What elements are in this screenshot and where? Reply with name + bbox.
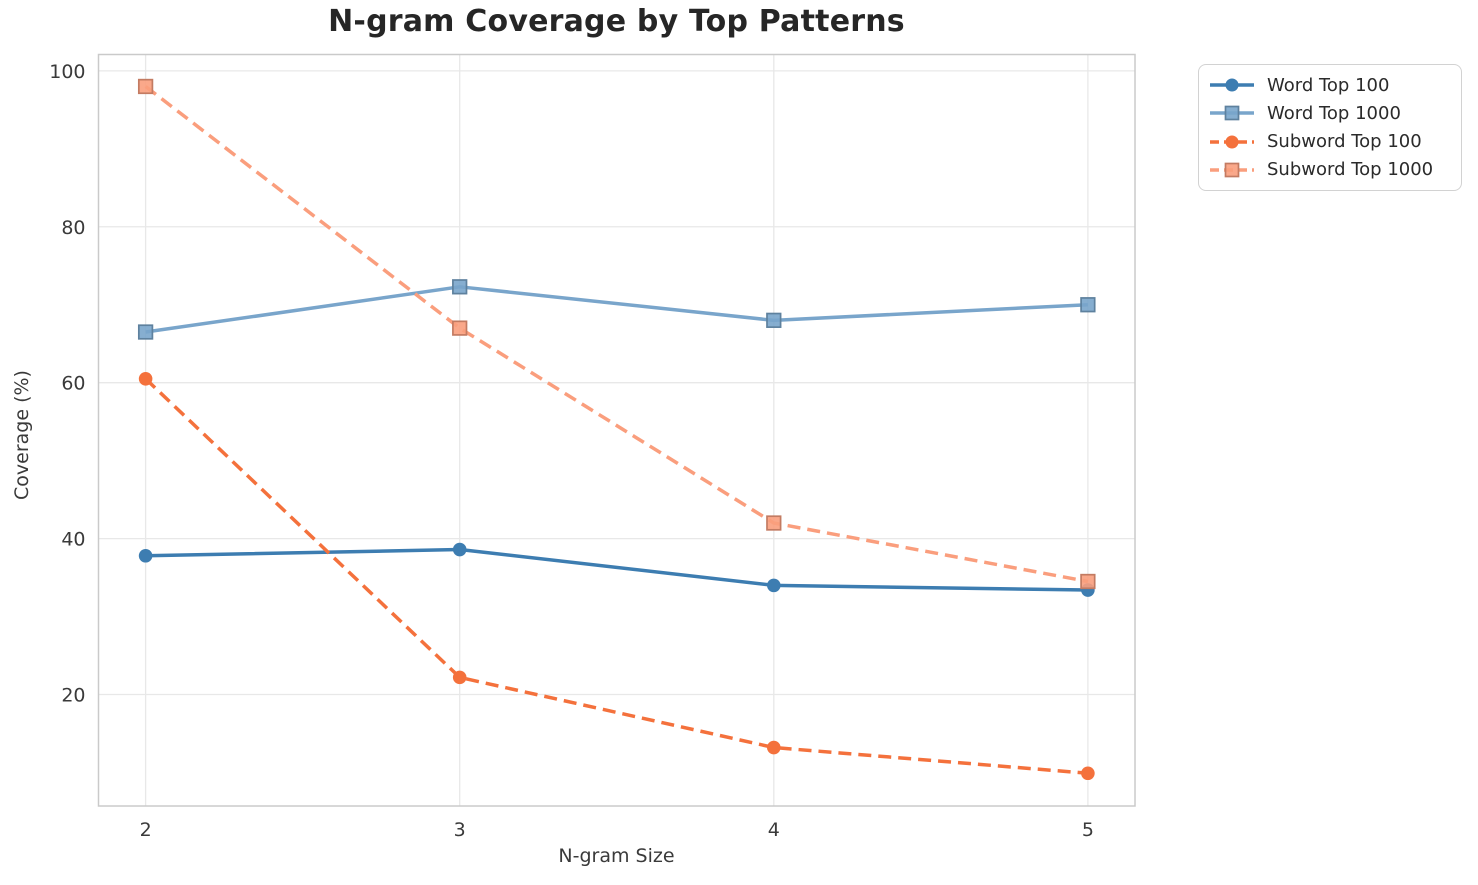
legend-marker <box>1224 106 1240 121</box>
legend-label: Subword Top 1000 <box>1267 159 1434 181</box>
y-axis-label: Coverage (%) <box>11 370 33 500</box>
legend-swatch-word-top-100 <box>1210 78 1254 92</box>
legend-item-word-top-1000: Word Top 1000 <box>1209 103 1451 124</box>
y-tick-label: 20 <box>61 685 85 707</box>
legend-item-subword-top-100: Subword Top 100 <box>1209 131 1451 152</box>
legend-marker <box>1224 162 1240 178</box>
series-line-word-top-1000 <box>145 285 1088 334</box>
marker-subword-top-1000 <box>452 320 468 336</box>
legend-marker <box>1225 135 1239 149</box>
marker-word-top-100 <box>766 578 781 593</box>
marker-word-top-1000 <box>452 279 468 295</box>
marker-subword-top-100 <box>766 740 781 755</box>
marker-subword-top-1000 <box>766 515 782 531</box>
chart-title: N-gram Coverage by Top Patterns <box>328 4 905 39</box>
y-tick-label: 40 <box>61 529 85 551</box>
legend: Word Top 100 Word Top 1000 Subword Top 100… <box>1198 64 1462 191</box>
legend-swatch-subword-top-1000 <box>1210 162 1254 178</box>
marker-word-top-1000 <box>1080 297 1096 313</box>
series-line-word-top-100 <box>145 547 1088 592</box>
x-tick-label: 3 <box>454 819 466 841</box>
marker-subword-top-100 <box>1081 766 1095 781</box>
legend-label: Word Top 1000 <box>1267 102 1401 124</box>
legend-item-subword-top-1000: Subword Top 1000 <box>1209 159 1451 180</box>
y-tick-label: 80 <box>61 217 85 239</box>
x-tick-label: 5 <box>1082 819 1094 841</box>
marker-word-top-100 <box>138 548 153 563</box>
series-line-subword-top-100 <box>144 377 1089 776</box>
x-tick-label: 4 <box>768 819 780 841</box>
legend-item-word-top-100: Word Top 100 <box>1209 75 1451 96</box>
marker-subword-top-1000 <box>1080 573 1096 590</box>
plot-border <box>97 53 1136 807</box>
x-tick-label: 2 <box>140 819 152 841</box>
legend-label: Word Top 100 <box>1267 74 1390 96</box>
series-line-subword-top-1000 <box>144 85 1089 584</box>
x-axis-label: N-gram Size <box>558 845 675 867</box>
legend-swatch-word-top-1000 <box>1210 106 1254 121</box>
marker-word-top-100 <box>452 542 467 557</box>
marker-word-top-1000 <box>137 324 154 340</box>
marker-subword-top-100 <box>138 371 153 386</box>
marker-subword-top-100 <box>452 670 467 685</box>
legend-marker <box>1225 78 1239 92</box>
legend-swatch-subword-top-100 <box>1210 135 1254 149</box>
legend-label: Subword Top 100 <box>1267 131 1422 153</box>
marker-word-top-1000 <box>766 312 782 328</box>
y-tick-label: 60 <box>61 373 85 395</box>
y-tick-label: 100 <box>49 61 85 83</box>
marker-subword-top-1000 <box>137 78 154 95</box>
